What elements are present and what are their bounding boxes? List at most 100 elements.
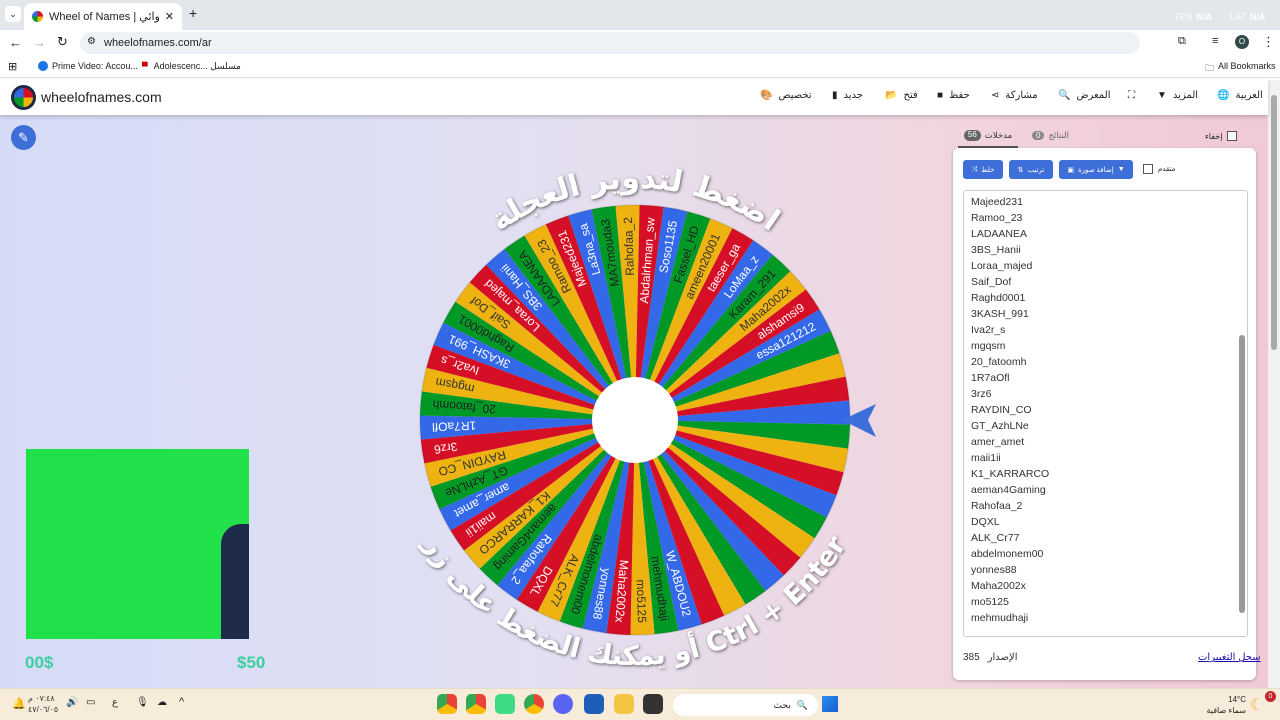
add-image-button[interactable]: ▣ إضافة صورة ▼	[1059, 160, 1133, 179]
wheel-slice	[635, 420, 801, 576]
logo-icon[interactable]	[11, 85, 36, 110]
share-button[interactable]: ⋖ مشاركة	[991, 90, 1038, 101]
wheel-slice	[635, 309, 831, 420]
new-tab-button[interactable]: +	[189, 5, 198, 21]
hide-label: إخفاء	[1205, 131, 1223, 141]
reload-icon[interactable]: ↻	[57, 34, 68, 49]
store-icon[interactable]	[584, 694, 604, 714]
clock-time: ٠٧:٤٨ م	[28, 694, 55, 703]
url-text: wheelofnames.com/ar	[104, 37, 212, 49]
chrome-profile-o-icon[interactable]	[466, 694, 486, 714]
extensions-icon[interactable]: ⧉	[1178, 35, 1186, 47]
file-explorer-icon[interactable]	[614, 694, 634, 714]
page-scroll-thumb[interactable]	[1271, 95, 1277, 350]
language-indicator[interactable]: ع	[112, 697, 118, 708]
onedrive-icon[interactable]: ☁	[157, 697, 167, 708]
wheel-slice	[635, 353, 846, 420]
nav-label: تخصيص	[778, 90, 812, 101]
sort-button[interactable]: ⇅ ترتيب	[1009, 160, 1053, 179]
android-app-icon[interactable]	[495, 694, 515, 714]
wheel-slice	[486, 249, 635, 420]
nav-label: حفظ	[949, 90, 970, 101]
weather-widget[interactable]: 14°C سماء صافية	[1202, 694, 1246, 716]
wheel-center[interactable]	[592, 377, 678, 463]
wheel-slice	[635, 400, 850, 425]
moon-icon: ☾	[1250, 697, 1265, 714]
media-icon[interactable]: ≡	[1212, 35, 1219, 47]
bookmark-prime[interactable]: Prime Video: Accou...	[38, 61, 138, 71]
wheel[interactable]: Rahofaa_2 Abdalrhman_swSoso1135Fassel_HDa…	[370, 135, 930, 685]
wheel-slice-label: mo5125	[634, 579, 650, 623]
wheel-slice	[545, 215, 635, 420]
new-button[interactable]: ▮ جديد	[832, 90, 863, 101]
bookmark-adolescence[interactable]: ▀ Adolescenc... مسلسل	[142, 61, 241, 72]
tab-results[interactable]: 0 النتائج	[1032, 130, 1069, 141]
apps-icon[interactable]: ⊞	[8, 61, 18, 73]
volume-icon[interactable]: 🔊	[66, 697, 79, 708]
chrome-profile-m-icon[interactable]	[437, 694, 457, 714]
microphone-icon[interactable]: 🎙	[136, 697, 149, 708]
windows-start-icon[interactable]	[822, 696, 838, 712]
language-button[interactable]: 🌐 العربية	[1217, 90, 1263, 101]
entries-textarea[interactable]: Majeed231 Ramoo_23 LADAANEA 3BS_Hanii Loraa_…	[963, 190, 1248, 637]
lat-value: N/A	[1249, 12, 1266, 22]
entry-line: maii1ii	[971, 452, 1001, 464]
browser-tab[interactable]: Wheel of Names | اسم العشوائي ✕	[24, 3, 182, 30]
tab-search-button[interactable]: ⌄	[5, 6, 21, 22]
clock[interactable]: ٠٧:٤٨ م ٤٧/٠٦/٠٥	[28, 693, 58, 715]
all-bookmarks[interactable]: 🗀 All Bookmarks	[1205, 61, 1276, 77]
advanced-checkbox[interactable]: متقدم	[1143, 164, 1175, 174]
entries-scrollbar[interactable]	[1239, 335, 1245, 613]
logo-text[interactable]: wheelofnames.com	[41, 89, 162, 105]
tab-strip: ⌄ Wheel of Names | اسم العشوائي ✕ + FPSN…	[0, 0, 1280, 30]
perf-overlay: FPS N/A LAT N/A	[1175, 12, 1265, 22]
sort-icon: ⇅	[1017, 166, 1024, 174]
weather-desc: سماء صافية	[1206, 706, 1246, 715]
network-icon[interactable]: ▭	[86, 697, 96, 708]
menu-icon[interactable]: ⋮	[1262, 34, 1275, 49]
entry-line: 20_fatoomh	[971, 356, 1027, 368]
caret-down-icon: ▼	[1117, 166, 1125, 173]
wheel-slice	[635, 420, 766, 605]
wheel-slice	[635, 206, 688, 420]
wheel-slice-label: 20_fatoomh	[432, 397, 496, 416]
tab-entries[interactable]: 56 مدخلات	[958, 130, 1018, 148]
show-hidden-icons[interactable]: ^	[179, 696, 185, 708]
chrome-icon[interactable]	[524, 694, 544, 714]
close-tab-icon[interactable]: ✕	[164, 11, 174, 23]
fullscreen-button[interactable]: ⛶	[1128, 90, 1135, 101]
save-button[interactable]: ■ حفظ	[937, 90, 970, 101]
bookmarks-bar: ⊞ Prime Video: Accou... ▀ Adolescenc... …	[0, 56, 1280, 78]
wheel-slice	[635, 420, 746, 616]
address-bar[interactable]: ⚙ wheelofnames.com/ar	[80, 32, 1140, 54]
entry-line: abdelmonem00	[971, 548, 1044, 560]
wheel-slice	[635, 420, 850, 449]
back-icon[interactable]: ←	[9, 35, 22, 50]
wheel-slice	[455, 282, 635, 420]
wheel-slice	[635, 376, 850, 420]
wheel-slice	[615, 205, 640, 420]
wheel-slice	[524, 224, 635, 420]
entry-line: Majeed231	[971, 196, 1023, 208]
wheel-slice	[635, 228, 754, 420]
open-button[interactable]: 📂 فتح	[885, 90, 918, 101]
notification-bell-icon[interactable]: 🔔	[12, 698, 26, 710]
wheel-slice	[635, 330, 840, 420]
profile-avatar[interactable]: O	[1235, 35, 1249, 49]
wheel-slice	[479, 420, 635, 586]
wheel-slice	[635, 420, 837, 518]
app-icon[interactable]	[643, 694, 663, 714]
forward-icon[interactable]: →	[33, 35, 46, 50]
page-scrollbar[interactable]	[1268, 80, 1280, 688]
gallery-button[interactable]: 🔍 المعرض	[1058, 90, 1111, 101]
changelog-link[interactable]: سجل التغييرات	[1198, 652, 1261, 663]
shuffle-button[interactable]: ⤨ خلط	[963, 160, 1003, 179]
lat-label: LAT	[1230, 12, 1246, 22]
hide-checkbox[interactable]: إخفاء	[1205, 131, 1238, 141]
discord-icon[interactable]	[553, 694, 573, 714]
more-button[interactable]: ▼ المزيد	[1157, 90, 1198, 101]
taskbar-search[interactable]: بحث 🔍	[673, 694, 818, 716]
edit-pencil-button[interactable]: ✎	[11, 125, 36, 150]
site-info-icon[interactable]: ⚙	[87, 36, 96, 47]
customize-button[interactable]: 🎨 تخصيص	[760, 90, 812, 101]
